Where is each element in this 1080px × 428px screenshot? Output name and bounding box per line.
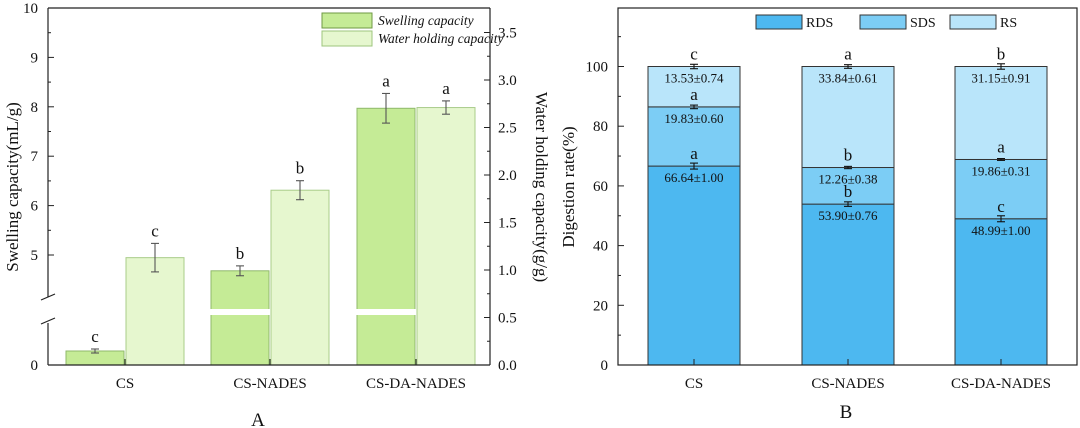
xtick-label-a-1: CS-NADES <box>233 376 306 392</box>
legend-swatch-rds <box>755 14 803 30</box>
value-label-sds-2: 19.86±0.31 <box>971 163 1030 178</box>
letter-water-holding-0: c <box>151 221 159 240</box>
bar-rs-1 <box>801 66 895 169</box>
ytick-label-b-100: 100 <box>586 60 609 76</box>
xtick-label-b-1: CS-NADES <box>811 376 884 392</box>
bar-sds-2 <box>954 158 1048 220</box>
bar-rs-2 <box>954 66 1048 160</box>
ytick-label-right-3: 2.0 <box>498 168 517 184</box>
value-label-rs-2: 31.15±0.91 <box>971 71 1030 86</box>
letter-water-holding-2: a <box>442 79 450 98</box>
bar-sds-0 <box>647 106 741 167</box>
ytick-label-right-4: 1.5 <box>498 216 517 232</box>
ytick-label-left-bottom-0: 0 <box>31 358 39 374</box>
ylabel-b: Digestion rate(%) <box>559 126 578 247</box>
letter-rds-1: b <box>844 182 853 201</box>
ytick-label-right-5: 1.0 <box>498 263 517 279</box>
bar-break-gap-1 <box>208 309 272 315</box>
panel-b-digestion-rate-chart: a 66.64±1.00 a 19.83±0.60 c 13.53±0.74 b 53.90±… <box>559 7 1078 423</box>
bar-swelling-2 <box>356 107 416 366</box>
ytick-label-left-8: 8 <box>31 100 39 116</box>
value-label-sds-0: 19.83±0.60 <box>664 111 723 126</box>
ytick-label-b-60: 60 <box>593 179 608 195</box>
value-label-rs-1: 33.84±0.61 <box>818 71 877 86</box>
legend-label-swelling: Swelling capacity <box>378 13 474 28</box>
axis-break-mark-1 <box>40 293 56 301</box>
axis-break-mark-2 <box>40 317 56 325</box>
value-label-rds-2: 48.99±1.00 <box>971 223 1030 238</box>
ytick-label-left-7: 7 <box>31 149 39 165</box>
legend-label-water-holding: Water holding capacity <box>378 31 503 46</box>
letter-sds-1: b <box>844 146 853 165</box>
ylabel-right-a: Water holding capacity(g/g) <box>532 92 551 282</box>
ytick-label-left-5: 5 <box>31 248 39 264</box>
letter-swelling-1: b <box>236 244 245 263</box>
xtick-label-a-0: CS <box>116 376 134 392</box>
xtick-label-b-0: CS <box>685 376 703 392</box>
legend-swatch-sds <box>859 14 907 30</box>
ytick-label-b-20: 20 <box>593 298 608 314</box>
ytick-label-right-1: 3.0 <box>498 73 517 89</box>
letter-rs-1: a <box>844 45 852 64</box>
panel-a-swelling-water-holding-chart: c c b b a a 10 9 8 7 6 5 0 3.5 3.0 2.5 2.0 1.5 1.0 0.5 0.0 CS… <box>3 1 551 428</box>
bar-water-holding-1 <box>270 189 330 366</box>
ytick-label-right-6: 0.5 <box>498 311 517 327</box>
letter-sds-0: a <box>690 85 698 104</box>
legend-swatch-water-holding <box>321 30 373 47</box>
legend-label-rs: RS <box>1000 16 1017 31</box>
legend-label-rds: RDS <box>806 16 833 31</box>
value-label-rds-0: 66.64±1.00 <box>664 170 723 185</box>
legend-swatch-rs <box>949 14 997 30</box>
letter-swelling-2: a <box>382 71 390 90</box>
legend-swatch-swelling <box>321 12 373 29</box>
ytick-label-b-80: 80 <box>593 119 608 135</box>
value-label-sds-1: 12.26±0.38 <box>818 172 877 187</box>
ylabel-left-a: Swelling capacity(mL/g) <box>3 102 22 271</box>
ytick-label-b-40: 40 <box>593 239 608 255</box>
panel-label-a: A <box>251 410 265 428</box>
letter-rs-0: c <box>690 45 698 64</box>
ytick-label-right-0: 3.5 <box>498 26 517 42</box>
panel-label-b: B <box>840 402 853 423</box>
letter-swelling-0: c <box>91 327 99 346</box>
value-label-rds-1: 53.90±0.76 <box>818 208 878 223</box>
bar-break-gap-2 <box>354 309 418 315</box>
letter-rds-2: c <box>997 197 1005 216</box>
ytick-label-left-9: 9 <box>31 50 39 66</box>
bar-water-holding-0 <box>125 257 185 366</box>
bar-rds-2 <box>954 218 1048 366</box>
bar-rs-0 <box>647 66 741 108</box>
letter-rs-2: b <box>997 45 1006 64</box>
bar-rds-1 <box>801 203 895 366</box>
letter-water-holding-1: b <box>296 159 305 178</box>
bar-rds-0 <box>647 165 741 366</box>
bar-water-holding-2 <box>416 107 476 366</box>
letter-sds-2: a <box>997 137 1005 156</box>
letter-rds-0: a <box>690 144 698 163</box>
xtick-label-a-2: CS-DA-NADES <box>366 376 466 392</box>
xtick-label-b-2: CS-DA-NADES <box>951 376 1051 392</box>
ytick-label-right-7: 0.0 <box>498 358 517 374</box>
legend-label-sds: SDS <box>910 16 936 31</box>
ytick-label-right-2: 2.5 <box>498 121 517 137</box>
bar-swelling-1 <box>210 270 270 366</box>
value-label-rs-0: 13.53±0.74 <box>664 71 724 86</box>
ytick-label-left-10: 10 <box>23 1 38 17</box>
ytick-label-left-6: 6 <box>31 199 39 215</box>
ytick-label-b-0: 0 <box>601 358 609 374</box>
